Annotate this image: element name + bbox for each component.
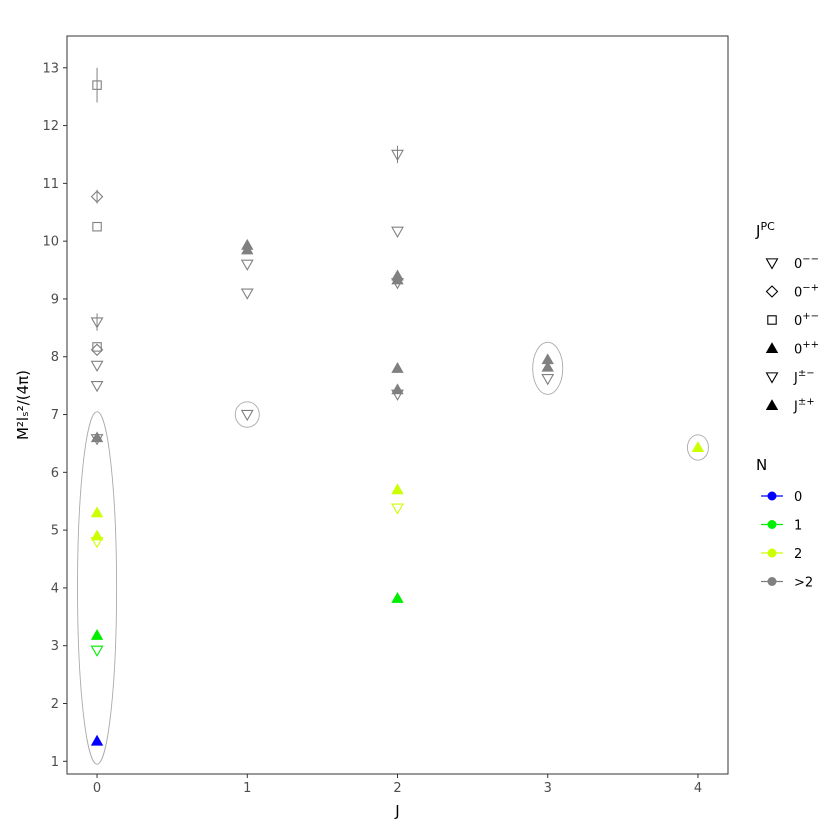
legend-label-n: 1 — [794, 519, 802, 534]
legend-key-jpc — [765, 258, 779, 270]
x-tick-label: 3 — [544, 781, 552, 796]
highlight-ellipse — [77, 411, 118, 765]
y-tick-label: 11 — [42, 177, 59, 192]
legend-title-n: N — [756, 456, 767, 474]
data-point — [240, 288, 254, 300]
data-point — [391, 383, 404, 395]
y-axis-title: M²lₛ²/(4π) — [14, 370, 32, 440]
y-tick-label: 1 — [51, 755, 59, 770]
legend-title-jpc: JPC — [755, 220, 775, 240]
legend-key-dot — [767, 577, 777, 586]
data-point — [391, 361, 404, 373]
legend-key-dot — [767, 548, 777, 558]
legend-label-jpc: 0−− — [794, 254, 819, 272]
data-point — [241, 243, 254, 255]
data-point — [391, 149, 404, 162]
data-point — [240, 259, 254, 271]
data-point — [90, 343, 104, 357]
highlight-ellipse — [686, 434, 709, 461]
y-tick-label: 8 — [51, 350, 59, 365]
legend-label-jpc: 0++ — [794, 340, 819, 358]
y-tick-label: 12 — [42, 119, 59, 134]
highlight-ellipses — [77, 341, 709, 765]
y-tick-label: 13 — [42, 61, 59, 76]
data-point — [90, 506, 104, 518]
data-point — [541, 374, 555, 386]
data-points — [90, 67, 705, 746]
data-point — [90, 645, 104, 657]
x-tick-label: 0 — [93, 781, 101, 796]
data-point — [92, 80, 102, 90]
legend-key-jpc — [765, 399, 779, 411]
legend-key-dot — [767, 520, 777, 529]
data-point — [90, 734, 104, 746]
y-tick-label: 6 — [51, 466, 59, 481]
data-point — [391, 503, 404, 515]
legend-key-jpc — [765, 285, 779, 298]
legend-label-jpc: 0+− — [794, 311, 819, 329]
data-point — [90, 434, 104, 446]
y-tick-label: 4 — [51, 581, 59, 596]
data-point — [391, 278, 404, 290]
data-point — [92, 221, 102, 232]
y-tick-label: 5 — [51, 524, 59, 539]
data-point — [391, 389, 404, 401]
data-point — [391, 592, 404, 603]
data-point — [90, 190, 104, 203]
x-tick-label: 2 — [393, 781, 401, 796]
y-tick-label: 3 — [51, 639, 59, 654]
legend-key-jpc — [765, 372, 779, 384]
data-point — [541, 360, 554, 372]
legend-label-jpc: J±+ — [793, 397, 815, 415]
data-point — [391, 226, 404, 238]
x-tick-label: 1 — [243, 781, 251, 796]
highlight-ellipse — [234, 401, 260, 428]
data-point — [240, 409, 254, 422]
legend-label-jpc: 0−+ — [794, 283, 819, 301]
legend-label-n: >2 — [794, 576, 813, 591]
legend-key-dot — [767, 491, 777, 501]
data-point — [391, 483, 404, 495]
data-point — [90, 537, 104, 549]
legend-key-jpc — [765, 342, 779, 354]
y-tick-label: 10 — [42, 235, 59, 250]
data-point — [90, 628, 104, 640]
legend-key-jpc — [767, 315, 777, 325]
legend-label-jpc: J±− — [793, 368, 815, 386]
data-point — [92, 342, 102, 352]
data-point — [691, 441, 705, 453]
legend-label-n: 2 — [794, 547, 802, 562]
y-tick-label: 7 — [51, 408, 59, 423]
data-point — [90, 317, 104, 329]
legend: JPC 0−− 0−+ 0+− 0++ J±− J±+ N 0 1 2 >2 — [755, 220, 819, 591]
legend-label-n: 0 — [794, 490, 802, 505]
data-point — [90, 380, 104, 393]
data-point — [90, 360, 104, 373]
y-tick-label: 2 — [51, 697, 59, 712]
x-axis-title: J — [394, 802, 399, 820]
y-tick-label: 9 — [51, 292, 59, 307]
highlight-ellipse — [532, 341, 564, 395]
x-tick-label: 4 — [694, 781, 702, 796]
